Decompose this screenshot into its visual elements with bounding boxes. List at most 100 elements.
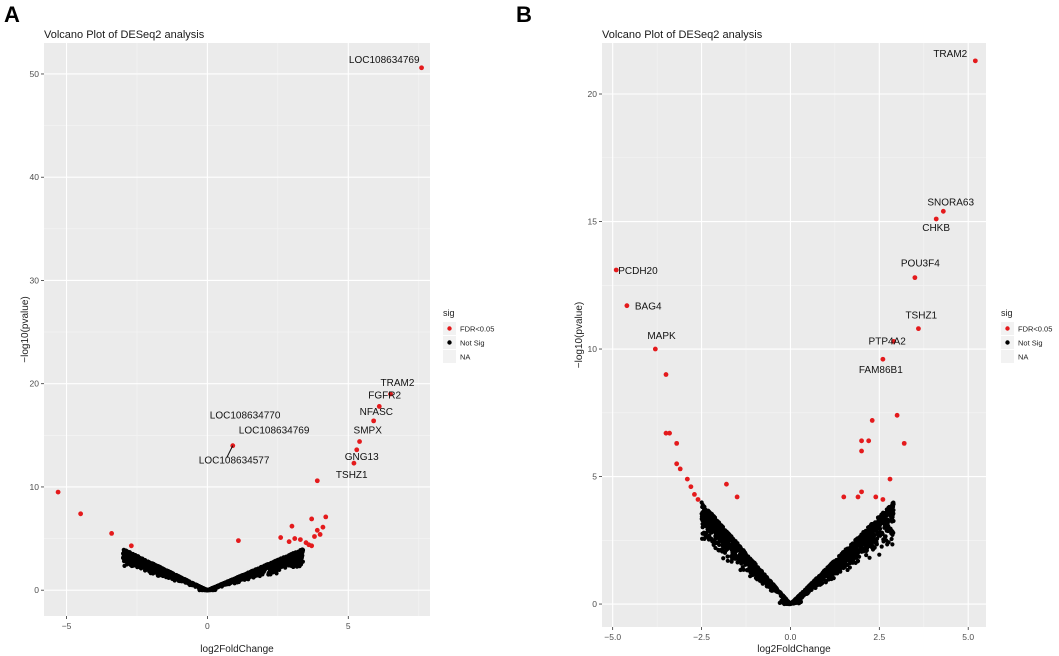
- notsig-point: [866, 535, 871, 540]
- notsig-point: [760, 581, 765, 586]
- notsig-point: [831, 568, 836, 574]
- notsig-point: [853, 553, 858, 558]
- notsig-point: [877, 552, 882, 557]
- notsig-point: [704, 530, 709, 536]
- notsig-point: [283, 562, 288, 568]
- notsig-point: [766, 581, 771, 586]
- notsig-point: [742, 559, 747, 564]
- sig-point: [859, 489, 864, 495]
- x-tick-label: 5: [346, 621, 351, 631]
- notsig-point: [737, 552, 743, 557]
- notsig-point: [821, 573, 826, 578]
- notsig-point: [720, 549, 725, 554]
- notsig-point: [869, 542, 874, 548]
- sig-point: [880, 356, 886, 362]
- notsig-point: [735, 543, 741, 548]
- legend-marker: [447, 326, 452, 331]
- notsig-point: [169, 575, 174, 580]
- notsig-point: [262, 564, 267, 570]
- y-axis-label: −log10(pvalue): [20, 296, 31, 362]
- plot-panel: [602, 43, 986, 627]
- notsig-point: [172, 578, 177, 583]
- notsig-point: [853, 538, 858, 543]
- x-axis-label: log2FoldChange: [200, 644, 274, 655]
- notsig-point: [280, 563, 285, 568]
- sig-point: [55, 489, 61, 495]
- notsig-point: [171, 571, 176, 576]
- sig-point: [297, 537, 303, 542]
- sig-point: [866, 438, 872, 444]
- notsig-point: [724, 537, 730, 542]
- notsig-point: [725, 547, 730, 552]
- notsig-point: [275, 560, 280, 565]
- notsig-point: [729, 536, 734, 541]
- notsig-point: [842, 557, 847, 562]
- notsig-point: [703, 507, 708, 512]
- gene-label: LOC108634769: [239, 426, 310, 437]
- notsig-point: [746, 556, 752, 562]
- notsig-point: [850, 553, 855, 558]
- notsig-point: [741, 556, 747, 561]
- sig-point: [734, 494, 740, 500]
- legend: sig FDR<0.05 Not Sig NA: [1001, 308, 1052, 363]
- notsig-point: [881, 515, 886, 520]
- y-tick-label: 15: [588, 217, 598, 227]
- sig-point: [859, 448, 864, 454]
- gene-label: TSHZ1: [336, 470, 368, 481]
- legend-label: FDR<0.05: [460, 325, 494, 334]
- notsig-point: [122, 563, 127, 568]
- notsig-point: [810, 583, 815, 588]
- notsig-point: [885, 542, 890, 547]
- notsig-point: [766, 584, 771, 589]
- sig-point: [286, 539, 292, 545]
- notsig-point: [133, 553, 138, 558]
- notsig-point: [292, 552, 297, 558]
- x-tick-label: −5.0: [604, 632, 621, 642]
- y-tick-label: 30: [30, 275, 40, 285]
- notsig-point: [717, 538, 722, 544]
- sig-point: [419, 65, 424, 71]
- sig-point: [312, 534, 317, 539]
- notsig-point: [286, 560, 292, 566]
- sig-point: [972, 58, 978, 64]
- notsig-point: [707, 534, 712, 539]
- notsig-point: [884, 521, 890, 526]
- gene-label: FAM86B1: [859, 365, 903, 376]
- sig-point: [901, 440, 907, 446]
- notsig-point: [699, 516, 704, 521]
- sig-point: [371, 418, 377, 424]
- gene-label: CHKB: [922, 223, 950, 234]
- notsig-point: [255, 571, 260, 576]
- y-tick-label: 40: [30, 172, 40, 182]
- y-tick-label: 10: [588, 344, 598, 354]
- sig-point: [859, 438, 864, 444]
- sig-point: [309, 516, 315, 522]
- notsig-point: [851, 559, 856, 564]
- gene-label: GNG13: [345, 452, 379, 463]
- y-tick-label: 0: [34, 585, 39, 595]
- notsig-point: [143, 563, 148, 569]
- notsig-point: [292, 559, 297, 564]
- gene-label: MAPK: [647, 331, 676, 342]
- notsig-point: [272, 563, 277, 568]
- legend-label: Not Sig: [460, 339, 485, 348]
- sig-point: [309, 543, 315, 549]
- notsig-point: [121, 555, 126, 561]
- notsig-point: [712, 515, 717, 520]
- label-leader-line: [226, 445, 234, 458]
- sig-point: [873, 494, 879, 500]
- notsig-point: [890, 529, 895, 534]
- notsig-point: [823, 580, 828, 585]
- notsig-point: [825, 570, 830, 575]
- sig-point: [933, 216, 939, 222]
- notsig-point: [159, 568, 164, 573]
- sig-point: [613, 267, 619, 273]
- notsig-point: [860, 542, 866, 547]
- notsig-point: [738, 559, 743, 564]
- notsig-point: [838, 565, 843, 570]
- notsig-point: [246, 577, 251, 582]
- notsig-point: [701, 504, 706, 509]
- chart-title: Volcano Plot of DESeq2 analysis: [602, 29, 763, 41]
- sig-point: [317, 532, 323, 537]
- gene-label: TRAM2: [933, 49, 967, 60]
